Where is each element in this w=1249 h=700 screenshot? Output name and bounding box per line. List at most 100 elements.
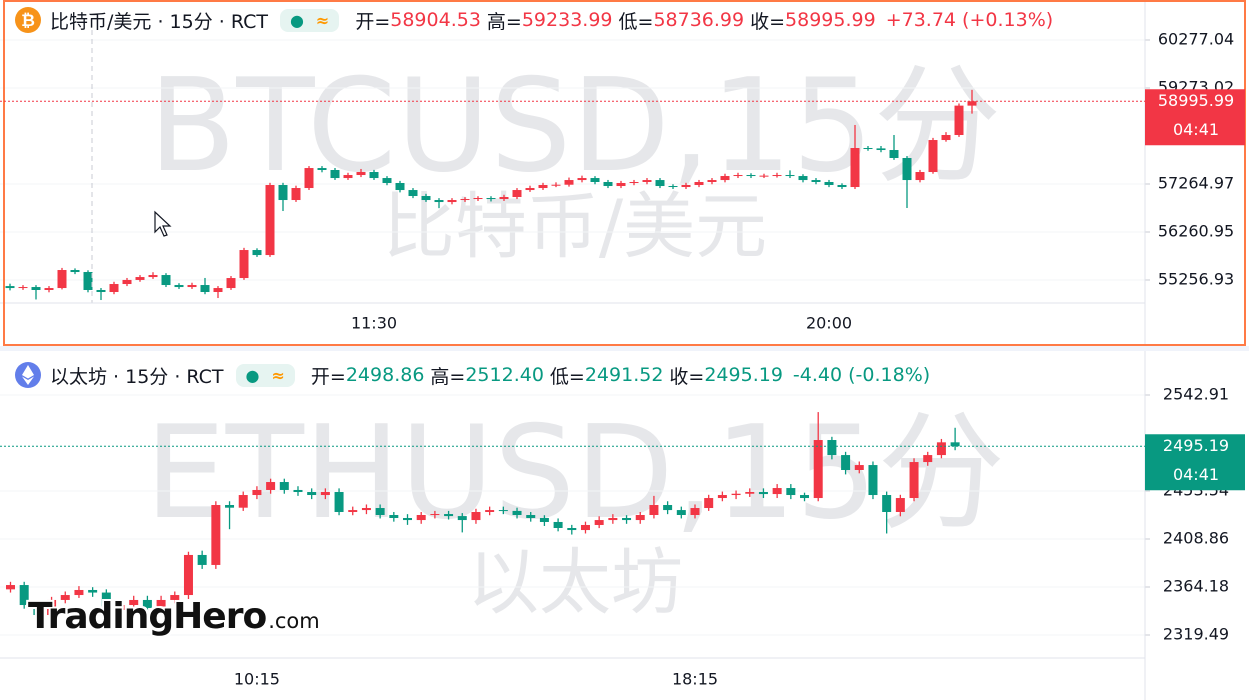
legend-label: 开= bbox=[310, 365, 346, 388]
candle-body bbox=[361, 508, 371, 511]
candle-body bbox=[70, 270, 80, 273]
legend-change: -4.40 (-0.18%) bbox=[792, 364, 931, 386]
candle-body bbox=[837, 185, 847, 188]
candle-body bbox=[681, 185, 691, 188]
candle-body bbox=[88, 589, 98, 593]
candle-body bbox=[941, 135, 951, 141]
candle-body bbox=[211, 505, 221, 565]
candle-body bbox=[704, 498, 714, 509]
candle-body bbox=[798, 176, 808, 181]
candle-body bbox=[813, 440, 823, 499]
candle-body bbox=[915, 172, 925, 181]
candle-body bbox=[187, 285, 197, 288]
candle-body bbox=[889, 150, 899, 159]
y-tick-label: 56260.95 bbox=[1158, 222, 1234, 241]
candle-body bbox=[266, 482, 276, 490]
legend-value: 58904.53 bbox=[390, 9, 481, 31]
legend-label: 收= bbox=[669, 365, 705, 388]
candle-body bbox=[622, 518, 632, 521]
candle-body bbox=[161, 275, 171, 286]
candle-body bbox=[213, 288, 223, 293]
price-label: 58995.99 bbox=[1158, 91, 1234, 110]
y-tick-label: 2408.86 bbox=[1163, 528, 1229, 547]
candle-body bbox=[291, 188, 301, 201]
candle-body bbox=[307, 492, 317, 496]
candle-body bbox=[567, 527, 577, 531]
logo-name: TradingHero bbox=[28, 596, 267, 637]
legend: 以太坊 · 15分 · RCT ● ≈ 开= 2498.86 高= 2512.40 低… bbox=[14, 360, 930, 390]
svg-text:₿: ₿ bbox=[21, 11, 35, 31]
candle-body bbox=[936, 442, 946, 456]
candle-body bbox=[608, 518, 618, 521]
legend-value: 2491.52 bbox=[584, 364, 664, 386]
candle-body bbox=[603, 182, 613, 187]
candle-body bbox=[485, 510, 495, 512]
candle-body bbox=[174, 285, 184, 288]
candle-body bbox=[923, 455, 933, 463]
ethereum-icon bbox=[15, 362, 41, 388]
candle-body bbox=[731, 493, 741, 496]
candle-body bbox=[129, 599, 139, 606]
candle-body bbox=[334, 492, 344, 512]
candle-body bbox=[279, 482, 289, 490]
candle-body bbox=[928, 140, 938, 173]
candle-body bbox=[733, 175, 743, 177]
candle-body bbox=[430, 514, 440, 516]
candle-body bbox=[616, 183, 626, 187]
candle-body bbox=[498, 510, 508, 512]
candle-body bbox=[564, 180, 574, 185]
candle-body bbox=[142, 599, 152, 609]
candle-body bbox=[786, 488, 796, 496]
candle-body bbox=[19, 585, 29, 606]
candle-body bbox=[967, 101, 977, 106]
y-tick-label: 57264.97 bbox=[1158, 174, 1234, 193]
candle-body bbox=[416, 515, 426, 521]
watermark: 比特币/美元 bbox=[383, 185, 767, 269]
candle-body bbox=[135, 277, 145, 280]
candle-body bbox=[707, 180, 717, 183]
legend-label: 低= bbox=[549, 365, 585, 388]
candle-body bbox=[668, 186, 678, 188]
candle-body bbox=[389, 515, 399, 519]
candle-body bbox=[690, 508, 700, 516]
candle-body bbox=[183, 554, 193, 596]
bitcoin-icon: ₿ bbox=[15, 7, 41, 33]
candle-body bbox=[512, 190, 522, 198]
candle-body bbox=[200, 285, 210, 293]
candle-body bbox=[785, 175, 795, 177]
symbol-title: 比特币/美元 · 15分 · RCT bbox=[50, 10, 268, 33]
candle-body bbox=[408, 190, 418, 197]
candle-body bbox=[720, 176, 730, 181]
candle-body bbox=[170, 595, 180, 600]
candle-body bbox=[197, 554, 207, 565]
candle-body bbox=[225, 505, 235, 508]
candle-body bbox=[590, 178, 600, 183]
candle-body bbox=[876, 148, 886, 151]
legend-value: 59233.99 bbox=[521, 9, 613, 31]
candle-body bbox=[293, 489, 303, 493]
candle-body bbox=[649, 505, 659, 516]
candle-body bbox=[663, 505, 673, 511]
candle-body bbox=[863, 148, 873, 150]
logo: TradingHero .com bbox=[28, 596, 320, 637]
candle-body bbox=[745, 492, 755, 494]
candle-body bbox=[486, 198, 496, 200]
candle-body bbox=[382, 178, 392, 184]
candle-body bbox=[447, 200, 457, 203]
candle-body bbox=[772, 175, 782, 177]
candle-body bbox=[33, 605, 43, 616]
x-tick-label: 20:00 bbox=[806, 314, 852, 333]
candle-body bbox=[954, 105, 964, 136]
x-tick-label: 18:15 bbox=[672, 670, 718, 689]
legend: ₿ 比特币/美元 · 15分 · RCT ● ≈ 开= 58904.53 高= 592… bbox=[14, 5, 1053, 35]
candle-body bbox=[57, 270, 67, 289]
candle-body bbox=[18, 287, 28, 289]
candle-body bbox=[758, 492, 768, 495]
candle-body bbox=[226, 278, 236, 289]
legend-label: 高= bbox=[486, 10, 522, 33]
mouse-cursor bbox=[154, 210, 172, 237]
candle-body bbox=[909, 462, 919, 499]
candle-body bbox=[473, 198, 483, 200]
candle-body bbox=[96, 289, 106, 293]
